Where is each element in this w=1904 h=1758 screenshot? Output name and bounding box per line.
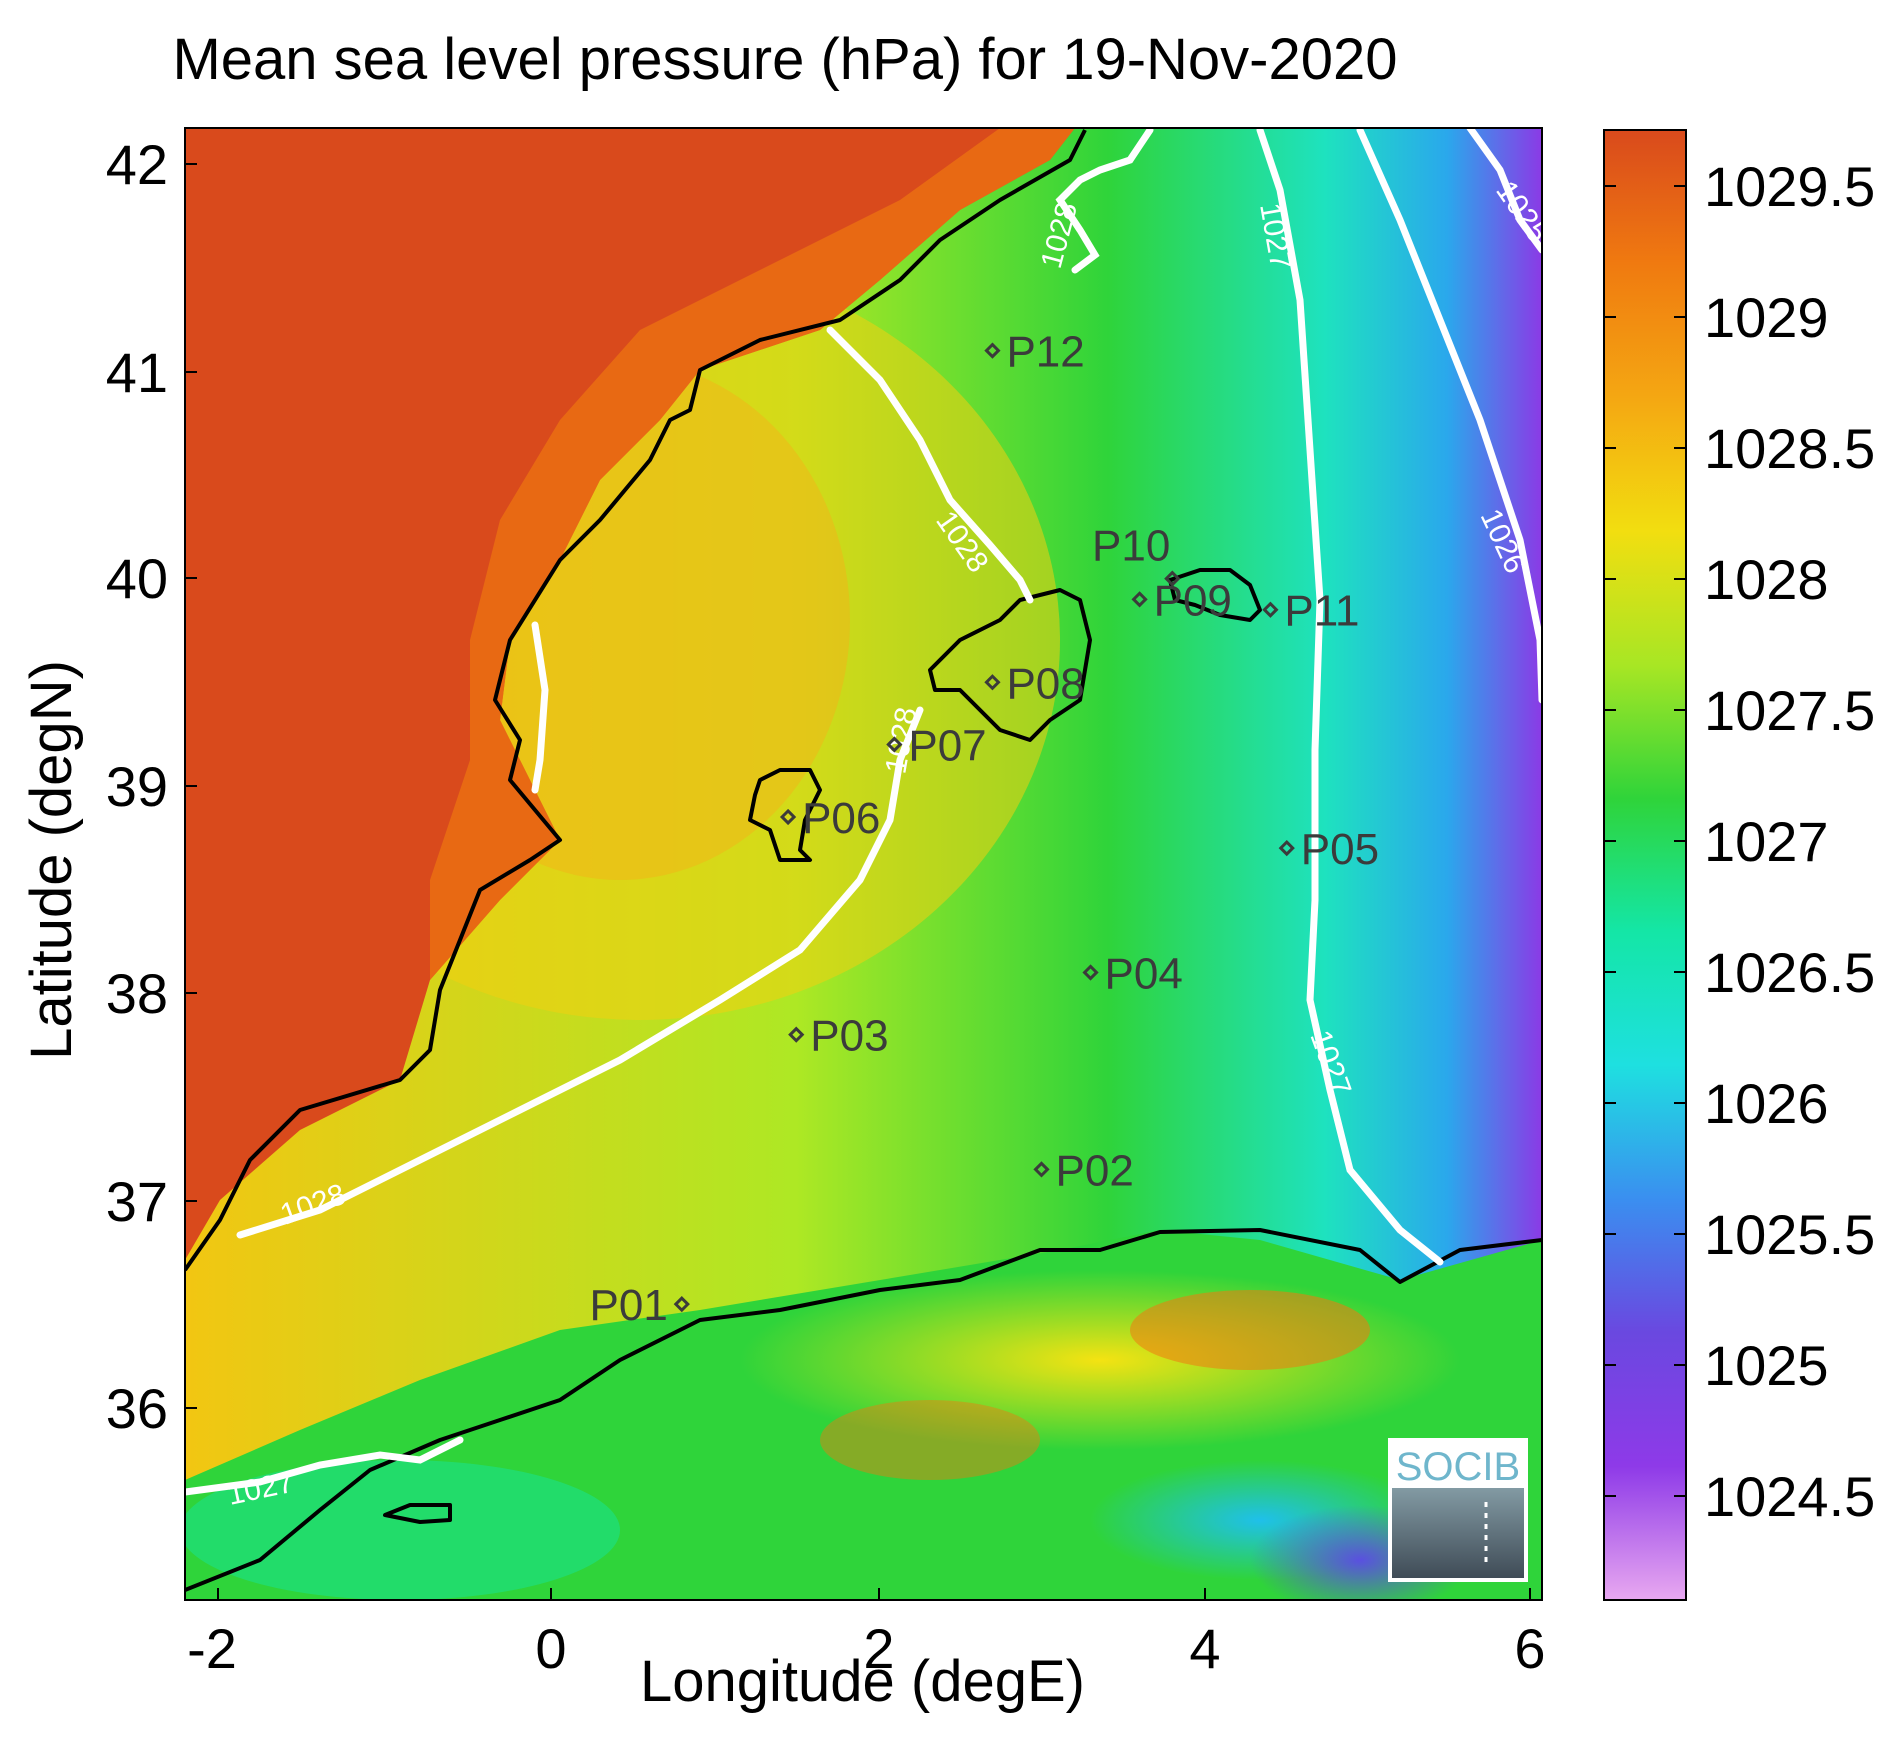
contour-1028-west: [236, 706, 924, 1239]
africa-coastline: [185, 1228, 1542, 1592]
colorbar-tick-label: 1024.5: [1704, 1465, 1875, 1528]
station-marker: P01: [590, 1281, 690, 1330]
station-marker: P05: [1278, 825, 1379, 874]
colorbar-ticks: [1604, 185, 1686, 1497]
colorbar-tick-label: 1029.5: [1704, 155, 1875, 218]
station-marker: P12: [984, 328, 1085, 377]
contour-1027-south: [185, 1436, 464, 1496]
x-tick-label: 6: [1514, 1617, 1545, 1680]
coastlines: [185, 129, 1542, 1592]
iberian-coastline: [185, 129, 1087, 1272]
ibiza-coastline: [748, 768, 822, 862]
station-label: P11: [1284, 587, 1359, 636]
logo-text: SOCIB: [1396, 1445, 1520, 1489]
contour-1027-east: [1256, 128, 1444, 1266]
iberia-land-shade: [185, 128, 1075, 1260]
colorbar-tick-label: 1029: [1704, 286, 1829, 349]
contour-lines: [185, 128, 1542, 1496]
station-label: P03: [810, 1012, 888, 1061]
contour-1028-coastal: [531, 621, 549, 794]
station-label: P05: [1301, 825, 1379, 874]
station-label: P01: [590, 1281, 668, 1330]
x-axis-label: Longitude (degE): [640, 1649, 1085, 1714]
station-diamond-icon: [984, 674, 1001, 691]
station-label: P09: [1154, 576, 1232, 625]
station-marker: P04: [1082, 949, 1183, 998]
station-diamond-icon: [1131, 591, 1148, 608]
colorbar-gradient: [1603, 129, 1687, 1601]
station-diamond-icon: [779, 808, 797, 826]
y-tick-label: 37: [106, 1170, 168, 1233]
station-markers: P01 P02 P03 P04 P05 P06 P07 P08 P09 P10 P11 P12: [590, 328, 1380, 1331]
socib-logo: SOCIB: [1388, 1438, 1528, 1582]
x-tick-label: 2: [863, 1617, 894, 1680]
station-diamond-icon: [1278, 839, 1295, 857]
station-diamond-icon: [673, 1296, 690, 1313]
station-marker: P07: [886, 721, 987, 770]
station-diamond-icon: [788, 1026, 805, 1043]
y-tick-label: 41: [106, 341, 168, 404]
station-diamond-icon: [886, 736, 903, 753]
station-marker: P06: [779, 794, 880, 843]
x-tick-label: -2: [187, 1617, 237, 1680]
x-tick-label: 4: [1189, 1617, 1220, 1680]
plot-frame: [184, 127, 1543, 1601]
contour-1025: [1466, 128, 1542, 254]
contour-1028-north: [1055, 128, 1154, 274]
y-tick-label: 38: [106, 962, 168, 1025]
contour-1028-mid: [826, 326, 1034, 604]
station-label: P12: [1006, 328, 1084, 377]
colorbar-tick-label: 1025: [1704, 1334, 1829, 1397]
station-diamond-icon: [1262, 601, 1279, 618]
y-tick-label: 39: [106, 755, 168, 818]
y-tick-label: 42: [106, 133, 168, 196]
mallorca-coastline: [928, 588, 1092, 742]
colorbar: 1029.5 1029 1028.5 1028 1027.5 1027 1026…: [1603, 129, 1875, 1601]
station-diamond-icon: [1164, 570, 1181, 587]
station-label: P07: [908, 721, 986, 770]
station-diamond-icon: [984, 342, 1001, 359]
colorbar-tick-label: 1027.5: [1704, 679, 1875, 742]
y-axis-label: Latitude (degN): [19, 660, 84, 1060]
chart-title: Mean sea level pressure (hPa) for 19-Nov…: [172, 27, 1398, 92]
contour-1026: [1356, 128, 1542, 704]
station-marker: P08: [984, 659, 1085, 708]
station-diamond-icon: [1033, 1161, 1050, 1178]
station-marker: P09: [1131, 576, 1232, 625]
station-marker: P10: [1092, 522, 1181, 587]
y-tick-label: 36: [106, 1377, 168, 1440]
station-label: P02: [1056, 1146, 1134, 1195]
colorbar-tick-label: 1026: [1704, 1072, 1829, 1135]
x-tick-label: 0: [535, 1617, 566, 1680]
colorbar-tick-label: 1028: [1704, 548, 1829, 611]
alboran-island: [383, 1503, 452, 1524]
y-axis: 42 41 40 39 38 37 36: [106, 133, 197, 1440]
colorbar-tick-label: 1025.5: [1704, 1203, 1875, 1266]
colorbar-tick-label: 1026.5: [1704, 941, 1875, 1004]
colorbar-tick-label: 1027: [1704, 810, 1829, 873]
station-label: P08: [1006, 659, 1084, 708]
station-label: P04: [1105, 949, 1183, 998]
station-marker: P03: [788, 1012, 889, 1061]
station-marker: P02: [1033, 1146, 1134, 1195]
x-axis: -2 0 2 4 6: [187, 1588, 1546, 1680]
station-diamond-icon: [1082, 964, 1099, 981]
colorbar-tick-label: 1028.5: [1704, 417, 1875, 480]
station-label: P06: [802, 794, 880, 843]
station-marker: P11: [1262, 587, 1359, 636]
station-label: P10: [1092, 522, 1170, 571]
menorca-coastline: [1168, 568, 1262, 622]
y-tick-label: 40: [106, 547, 168, 610]
